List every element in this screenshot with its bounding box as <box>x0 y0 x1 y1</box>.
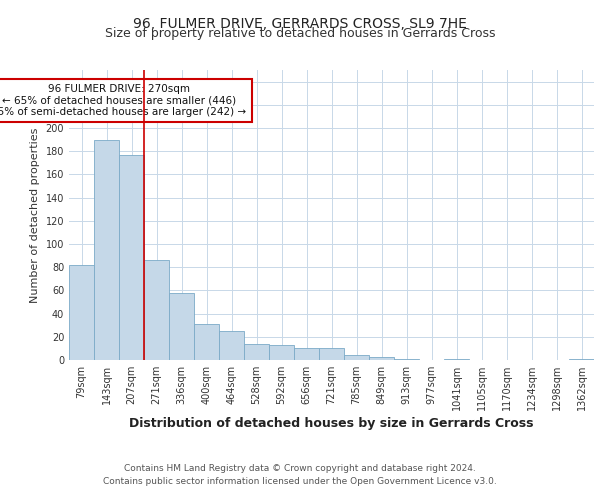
Bar <box>319 348 344 360</box>
Bar <box>294 348 319 360</box>
Bar <box>219 331 244 360</box>
Y-axis label: Number of detached properties: Number of detached properties <box>30 128 40 302</box>
Bar <box>344 356 369 360</box>
X-axis label: Distribution of detached houses by size in Gerrards Cross: Distribution of detached houses by size … <box>129 417 534 430</box>
Bar <box>169 292 194 360</box>
Text: 96 FULMER DRIVE: 270sqm
← 65% of detached houses are smaller (446)
35% of semi-d: 96 FULMER DRIVE: 270sqm ← 65% of detache… <box>0 84 247 117</box>
Text: 96, FULMER DRIVE, GERRARDS CROSS, SL9 7HE: 96, FULMER DRIVE, GERRARDS CROSS, SL9 7H… <box>133 18 467 32</box>
Bar <box>369 356 394 360</box>
Bar <box>194 324 219 360</box>
Bar <box>69 265 94 360</box>
Bar <box>394 359 419 360</box>
Bar <box>144 260 169 360</box>
Text: Size of property relative to detached houses in Gerrards Cross: Size of property relative to detached ho… <box>105 28 495 40</box>
Bar <box>94 140 119 360</box>
Bar <box>569 359 594 360</box>
Bar <box>119 154 144 360</box>
Bar <box>244 344 269 360</box>
Text: Contains HM Land Registry data © Crown copyright and database right 2024.
Contai: Contains HM Land Registry data © Crown c… <box>103 464 497 486</box>
Bar <box>444 359 469 360</box>
Bar <box>269 345 294 360</box>
